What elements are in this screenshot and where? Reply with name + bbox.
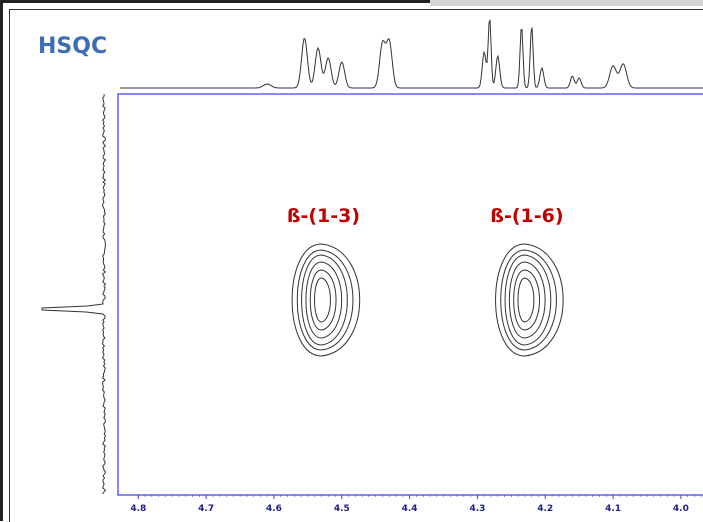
contour-ring <box>513 269 541 331</box>
contour-ring <box>517 277 535 323</box>
contour-ring <box>495 243 564 357</box>
contour-ring <box>301 254 348 346</box>
contour-ring <box>504 254 552 346</box>
contour-ring <box>296 249 354 351</box>
x-tick-label: 4.3 <box>469 504 485 514</box>
x-axis-ticks: 4.8 4.7 4.6 4.5 4.4 4.3 4.2 4.1 4.0 <box>130 495 702 514</box>
contour-ring <box>291 243 361 357</box>
plot-area <box>117 93 703 496</box>
x-tick-label: 4.4 <box>402 504 418 514</box>
contour-peaks <box>291 243 564 357</box>
x-tick-label: 4.6 <box>266 504 282 514</box>
contour-ring <box>500 249 557 351</box>
x-tick-label: 4.0 <box>673 504 689 514</box>
x-tick-label: 4.2 <box>537 504 553 514</box>
peak-labels: ß-(1-3) ß-(1-6) <box>287 205 564 227</box>
contour-ring <box>305 261 343 339</box>
peak-label: ß-(1-6) <box>490 205 563 227</box>
x-tick-label: 4.1 <box>605 504 621 514</box>
top-strip <box>430 0 703 6</box>
peak-label: ß-(1-3) <box>287 205 360 227</box>
contour-ring <box>314 277 331 323</box>
chart-title: HSQC <box>38 34 108 59</box>
contour-ring <box>509 261 546 339</box>
x-tick-label: 4.8 <box>130 504 146 514</box>
x-tick-label: 4.7 <box>198 504 214 514</box>
contour-ring <box>309 269 337 331</box>
proton-1d-spectrum <box>120 19 703 89</box>
figure-inner-frame <box>9 9 703 522</box>
carbon-1d-projection <box>41 93 107 495</box>
x-tick-label: 4.5 <box>334 504 350 514</box>
